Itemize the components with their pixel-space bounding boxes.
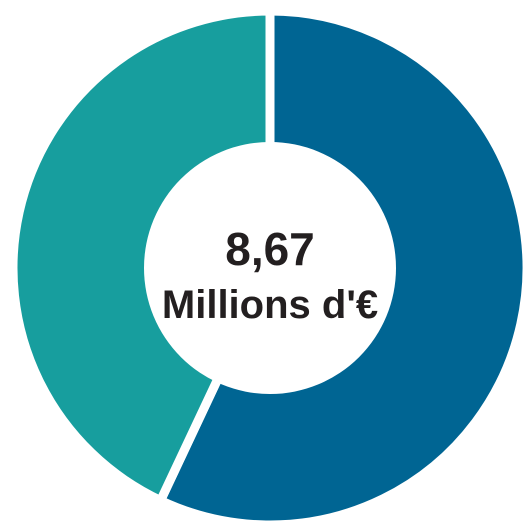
donut-slice-2 bbox=[8, 6, 275, 507]
center-value: 8,67 bbox=[225, 223, 315, 275]
donut-hole bbox=[144, 142, 396, 394]
center-unit: Millions d'€ bbox=[162, 283, 378, 327]
